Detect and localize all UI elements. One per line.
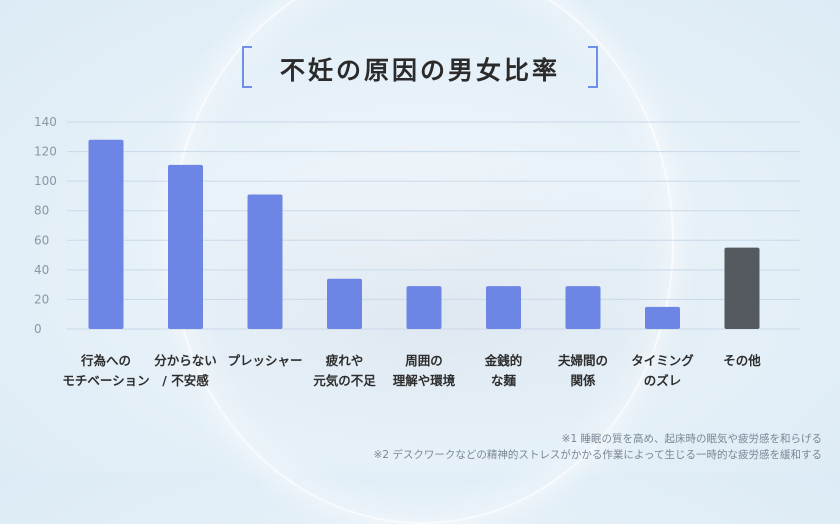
x-tick-label: タイミング bbox=[631, 353, 694, 368]
x-tick-label: / 不安感 bbox=[162, 373, 209, 388]
bar bbox=[327, 278, 362, 329]
x-tick-label: 関係 bbox=[570, 373, 596, 388]
x-tick-label: 理解や環境 bbox=[393, 373, 456, 388]
y-tick-label: 100 bbox=[34, 174, 57, 188]
footnote-2: ※2 デスクワークなどの精神的ストレスがかかる作業によって生じる一時的な疲労感を… bbox=[373, 449, 822, 461]
x-tick-label: 周囲の bbox=[405, 353, 443, 368]
x-tick-label: のズレ bbox=[644, 373, 682, 388]
x-tick-label: プレッシャー bbox=[227, 353, 302, 368]
title-bracket-right bbox=[588, 46, 598, 88]
chart-title: 不妊の原因の男女比率 bbox=[279, 56, 560, 85]
title-bracket-left bbox=[242, 46, 252, 88]
x-tick-label: 金銭的 bbox=[484, 353, 523, 368]
bar bbox=[565, 286, 601, 329]
bar bbox=[406, 286, 442, 329]
footnotes: ※1 睡眠の質を高め、起床時の眠気や疲労感を和らげる ※2 デスクワークなどの精… bbox=[374, 431, 822, 463]
y-tick-label: 80 bbox=[34, 204, 49, 218]
x-tick-label: その他 bbox=[723, 353, 761, 368]
x-tick-label: な麺 bbox=[491, 373, 517, 388]
y-tick-label: 120 bbox=[34, 145, 57, 159]
y-tick-label: 60 bbox=[34, 233, 49, 247]
y-tick-label: 40 bbox=[34, 263, 49, 277]
y-tick-label: 20 bbox=[34, 292, 49, 306]
x-tick-label: モチベーション bbox=[62, 373, 149, 388]
x-tick-label: 元気の不足 bbox=[313, 373, 376, 388]
bar bbox=[88, 139, 124, 329]
x-tick-label: 行為への bbox=[80, 353, 131, 368]
chart-title-frame: 不妊の原因の男女比率 bbox=[242, 46, 598, 88]
bar bbox=[645, 306, 680, 329]
y-tick-label: 0 bbox=[34, 322, 42, 336]
footnote-1: ※1 睡眠の質を高め、起床時の眠気や疲労感を和らげる bbox=[561, 433, 822, 445]
bar bbox=[247, 194, 283, 329]
y-tick-label: 140 bbox=[34, 115, 57, 129]
x-tick-label: 夫婦間の bbox=[558, 353, 608, 368]
bar bbox=[486, 286, 521, 329]
bar bbox=[168, 164, 203, 329]
x-tick-label: 疲れや bbox=[326, 353, 364, 368]
bar bbox=[724, 247, 760, 329]
x-tick-label: 分からない bbox=[154, 353, 217, 368]
